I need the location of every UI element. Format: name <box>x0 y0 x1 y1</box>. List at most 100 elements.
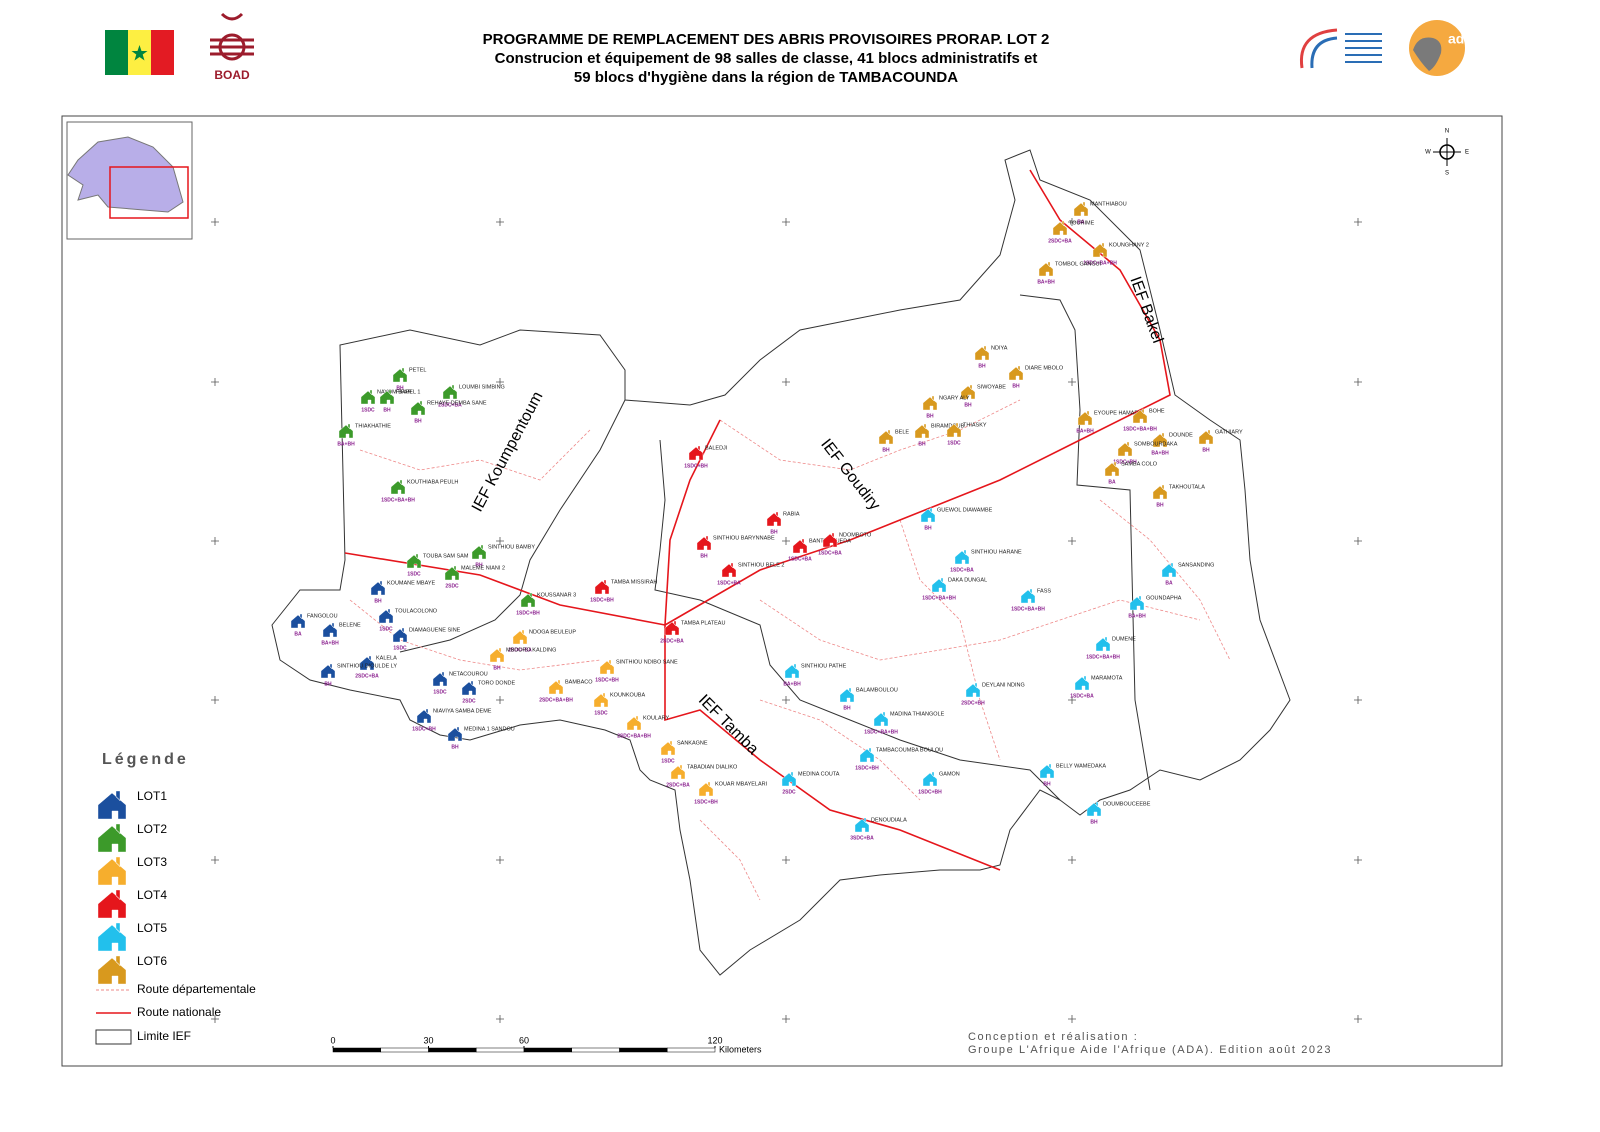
site-marker <box>1095 636 1111 652</box>
credit: Groupe L'Afrique Aide l'Afrique (ADA). E… <box>968 1044 1332 1056</box>
site-code: BA+BH <box>321 640 339 646</box>
site-name: TOULACOLONO <box>395 608 438 614</box>
graticule-cross <box>1354 696 1362 704</box>
site-name: RABIA <box>783 511 800 517</box>
site-marker <box>1152 432 1168 448</box>
site-code: BH <box>978 363 986 369</box>
site-code: BH <box>1090 819 1098 825</box>
site-marker <box>792 538 808 554</box>
site-marker <box>489 647 505 663</box>
site-marker <box>379 389 395 405</box>
site-code: 2SDC+BA <box>508 647 532 653</box>
site-name: DIARE MBOLO <box>1025 365 1064 371</box>
scale-segment <box>667 1047 716 1053</box>
site-marker <box>1129 595 1145 611</box>
site-code: 2SDC+BA <box>666 782 690 788</box>
site-code: BH <box>843 705 851 711</box>
legend-label: LOT1 <box>137 789 167 803</box>
site-marker <box>688 445 704 461</box>
site-code: 3SDC+BA <box>850 835 874 841</box>
site-name: DOUMBOUCEEBE <box>1103 801 1151 807</box>
site-name: KOUNKOUBA <box>610 692 645 698</box>
site-name: FANGOLOU <box>307 613 338 619</box>
site-marker <box>359 655 375 671</box>
scale-segment <box>619 1047 668 1053</box>
site-code: 1SDC <box>361 407 375 413</box>
site-name: BALAMBOULOU <box>856 687 898 693</box>
site-code: BH <box>770 529 778 535</box>
graticule-cross <box>782 218 790 226</box>
site-code: 1SDC+BA <box>717 580 741 586</box>
site-name: GAMON <box>939 771 960 777</box>
site-code: 1SDC+BH <box>855 765 879 771</box>
site-code: 1SDC+BH <box>918 789 942 795</box>
site-name: TAMBA MISSIRAH <box>611 579 657 585</box>
graticule-cross <box>1068 378 1076 386</box>
site-name: TAMBA PLATEAU <box>681 620 725 626</box>
site-name: KOUTHIABA PEULH <box>407 479 458 485</box>
scale-unit: Kilometers <box>719 1044 762 1054</box>
site-name: TORO DONDE <box>478 680 516 686</box>
site-marker <box>599 659 615 675</box>
ief-label: IEF Goudiry <box>817 436 883 514</box>
site-code: 2SDC <box>462 698 476 704</box>
site-code: BH <box>451 744 459 750</box>
site-code: 2SDC+BA <box>660 638 684 644</box>
site-marker <box>1008 365 1024 381</box>
site-code: 2SDC+BA <box>1048 238 1072 244</box>
site-name: KOUMANE MBAYE <box>387 580 436 586</box>
subtitle: Construcion et équipement de 98 salles d… <box>495 50 1038 67</box>
graticule-cross <box>496 378 504 386</box>
site-name: MADINA THIANGOLE <box>890 711 945 717</box>
graticule-cross <box>1354 378 1362 386</box>
site-marker <box>1161 562 1177 578</box>
site-name: NDIYA <box>991 345 1008 351</box>
site-name: NGARY ALY <box>939 395 970 401</box>
site-code: BH <box>882 447 890 453</box>
compass-label: N <box>1445 129 1449 135</box>
site-marker <box>97 889 127 919</box>
scale-label: 0 <box>330 1035 335 1045</box>
site-code: BH <box>1012 383 1020 389</box>
site-marker <box>520 592 536 608</box>
site-code: 1SDC+BH <box>590 597 614 603</box>
credit: Conception et réalisation : <box>968 1031 1138 1043</box>
site-name: SAMBA COLO <box>1121 461 1158 467</box>
graticule-cross <box>1354 856 1362 864</box>
graticule-cross <box>1068 1015 1076 1023</box>
graticule-cross <box>782 378 790 386</box>
site-name: LOUMBI SIMBING <box>459 384 505 390</box>
legend-label: LOT6 <box>137 954 167 968</box>
scale-segment <box>476 1047 525 1053</box>
site-code: 1SDC+BH <box>1113 459 1137 465</box>
site-code: 1SDC <box>407 571 421 577</box>
region-outline <box>271 149 1291 976</box>
site-marker <box>392 627 408 643</box>
site-code: BH <box>926 413 934 419</box>
site-marker <box>873 711 889 727</box>
site-code: 1SDC+BA+BH <box>1011 606 1045 612</box>
graticule-cross <box>211 218 219 226</box>
site-name: SIWOYABE <box>977 384 1006 390</box>
site-marker <box>447 726 463 742</box>
site-marker <box>471 544 487 560</box>
site-code: 1SDC+BH <box>684 463 708 469</box>
site-name: NDOGA BEULEUP <box>529 629 576 635</box>
site-code: BH <box>475 562 483 568</box>
site-marker <box>822 532 838 548</box>
site-marker <box>444 565 460 581</box>
site-marker <box>696 535 712 551</box>
site-name: BALEDJI <box>705 445 728 451</box>
site-name: TOUBA SAM SAM <box>423 553 469 559</box>
site-name: SINTHIOU NDIBO SANE <box>616 659 678 665</box>
boad-label: BOAD <box>214 68 250 82</box>
site-marker <box>548 679 564 695</box>
compass-label: S <box>1445 171 1449 177</box>
site-code: BA+BH <box>1128 613 1146 619</box>
ief-label: IEF Tamba <box>695 692 762 759</box>
site-marker <box>954 549 970 565</box>
graticule-cross <box>211 378 219 386</box>
site-marker <box>1052 220 1068 236</box>
site-marker <box>594 579 610 595</box>
